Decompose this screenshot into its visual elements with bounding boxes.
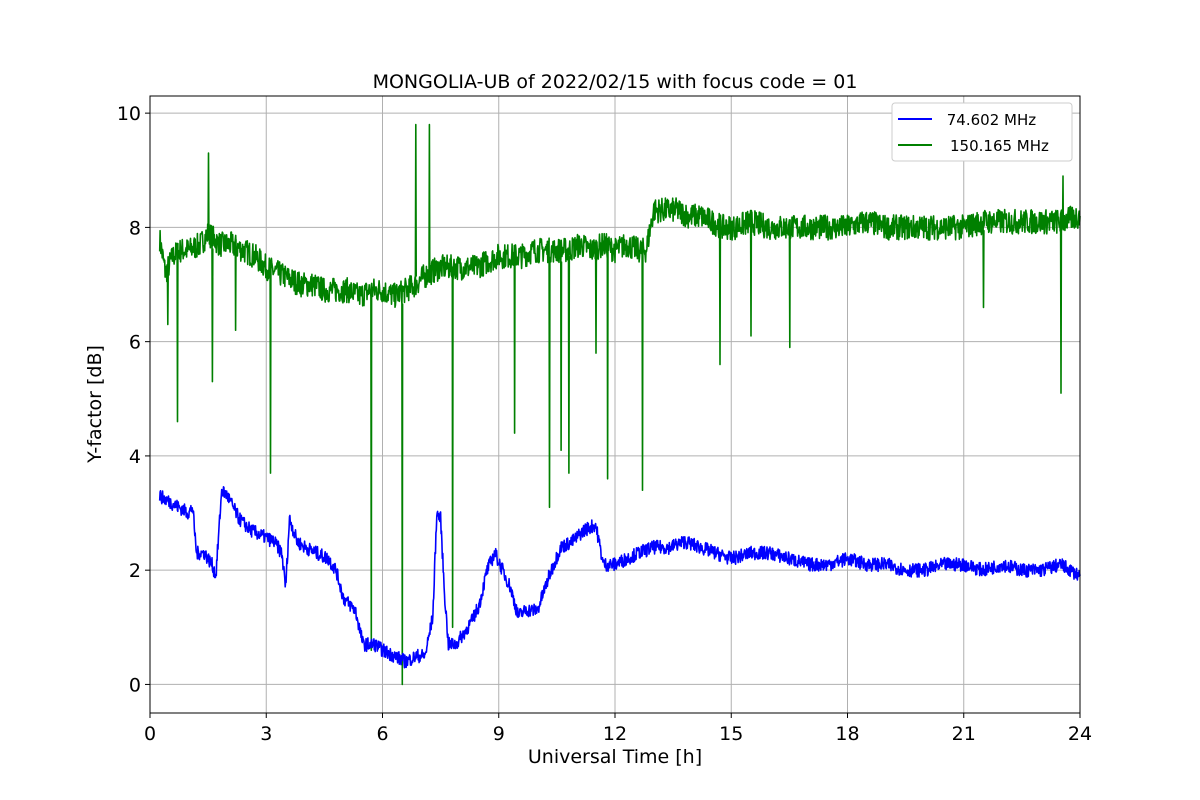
- y-tick-label: 2: [129, 560, 141, 582]
- series-lines: [158, 123, 1081, 686]
- x-tick-label: 6: [376, 723, 388, 745]
- x-tick-label: 12: [603, 723, 627, 745]
- y-tick-label: 0: [129, 674, 141, 696]
- legend-box: [891, 102, 1073, 162]
- x-axis-label: Universal Time [h]: [528, 746, 702, 768]
- x-tick-label: 24: [1068, 723, 1092, 745]
- x-tick-label: 21: [952, 723, 976, 745]
- x-tick-label: 9: [493, 723, 505, 745]
- x-tick-label: 15: [719, 723, 743, 745]
- legend: 74.602 MHz 150.165 MHz: [891, 102, 1073, 162]
- y-axis-label: Y-factor [dB]: [84, 345, 106, 464]
- y-tick-label: 8: [129, 217, 141, 239]
- y-tick-label: 6: [129, 332, 141, 354]
- x-tick-label: 3: [260, 723, 272, 745]
- series-line-1: [158, 486, 1081, 669]
- legend-label-series-1: 74.602 MHz: [942, 111, 1036, 129]
- x-tick-label: 0: [144, 723, 156, 745]
- chart-title: MONGOLIA-UB of 2022/02/15 with focus cod…: [373, 71, 858, 93]
- y-tick-label: 4: [129, 446, 141, 468]
- series-line-2: [158, 123, 1081, 686]
- x-tick-label: 18: [835, 723, 859, 745]
- legend-label-series-2: 150.165 MHz: [950, 137, 1049, 155]
- y-tick-label: 10: [117, 103, 141, 125]
